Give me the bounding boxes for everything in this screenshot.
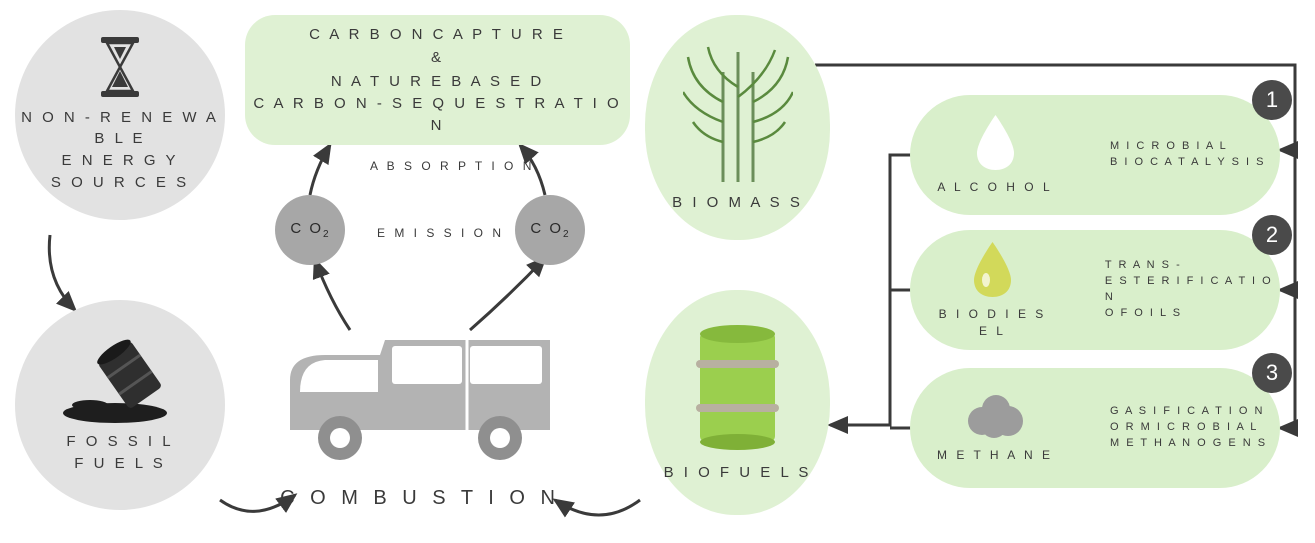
biofuels-node: B I O F U E L S [645, 290, 830, 515]
capture-line4: C A R B O N - S E Q U E S T R A T I O N [245, 93, 630, 137]
biodiesel-pill: B I O D I E S E L T R A N S - E S T E R … [910, 230, 1280, 350]
co2-left-label: C O [290, 220, 323, 237]
carbon-capture-node: C A R B O N C A P T U R E & N A T U R E … [245, 15, 630, 145]
nonrenewable-label: N O N - R E N E W A B L E E N E R G Y S … [15, 107, 225, 194]
biodiesel-process: T R A N S - E S T E R I F I C A T I O N … [1105, 258, 1280, 322]
van-icon [270, 320, 570, 480]
biomass-node: B I O M A S S [645, 15, 830, 240]
nonrenewable-node: N O N - R E N E W A B L E E N E R G Y S … [15, 10, 225, 220]
green-barrel-icon [690, 322, 785, 452]
combustion-label: C O M B U S T I O N [280, 484, 560, 513]
alcohol-label: A L C O H O L [937, 179, 1052, 196]
alcohol-pill: A L C O H O L M I C R O B I A L B I O C … [910, 95, 1280, 215]
badge-3-num: 3 [1266, 360, 1278, 386]
hourglass-icon [97, 37, 143, 97]
co2-left-sub: 2 [323, 229, 330, 240]
drop-yellow-icon [970, 240, 1015, 298]
cloud-icon [964, 391, 1026, 439]
badge-1-num: 1 [1266, 87, 1278, 113]
badge-1: 1 [1252, 80, 1292, 120]
co2-left: C O2 [275, 195, 345, 265]
plant-icon [683, 42, 793, 182]
methane-pill: M E T H A N E G A S I F I C A T I O N O … [910, 368, 1280, 488]
biofuels-label: B I O F U E L S [664, 462, 812, 484]
fossil-node: F O S S I L F U E L S [15, 300, 225, 510]
barrel-spill-icon [60, 335, 180, 425]
absorption-label: A B S O R P T I O N [370, 158, 534, 175]
capture-line3: N A T U R E B A S E D [331, 71, 544, 93]
biomass-label: B I O M A S S [672, 192, 803, 214]
capture-line1: C A R B O N C A P T U R E [309, 24, 566, 46]
fossil-label: F O S S I L F U E L S [66, 431, 173, 475]
badge-2-num: 2 [1266, 222, 1278, 248]
alcohol-process: M I C R O B I A L B I O C A T A L Y S I … [1110, 139, 1265, 171]
combustion-node: C O M B U S T I O N [255, 320, 585, 513]
biodiesel-label: B I O D I E S E L [935, 306, 1050, 341]
drop-white-icon [973, 113, 1018, 171]
badge-3: 3 [1252, 353, 1292, 393]
badge-2: 2 [1252, 215, 1292, 255]
co2-right: C O2 [515, 195, 585, 265]
emission-label: E M I S S I O N [377, 225, 504, 242]
methane-process: G A S I F I C A T I O N O R M I C R O B … [1110, 404, 1267, 452]
methane-label: M E T H A N E [937, 447, 1053, 464]
co2-right-label: C O [530, 220, 563, 237]
co2-right-sub: 2 [563, 229, 570, 240]
capture-line2: & [431, 47, 444, 69]
